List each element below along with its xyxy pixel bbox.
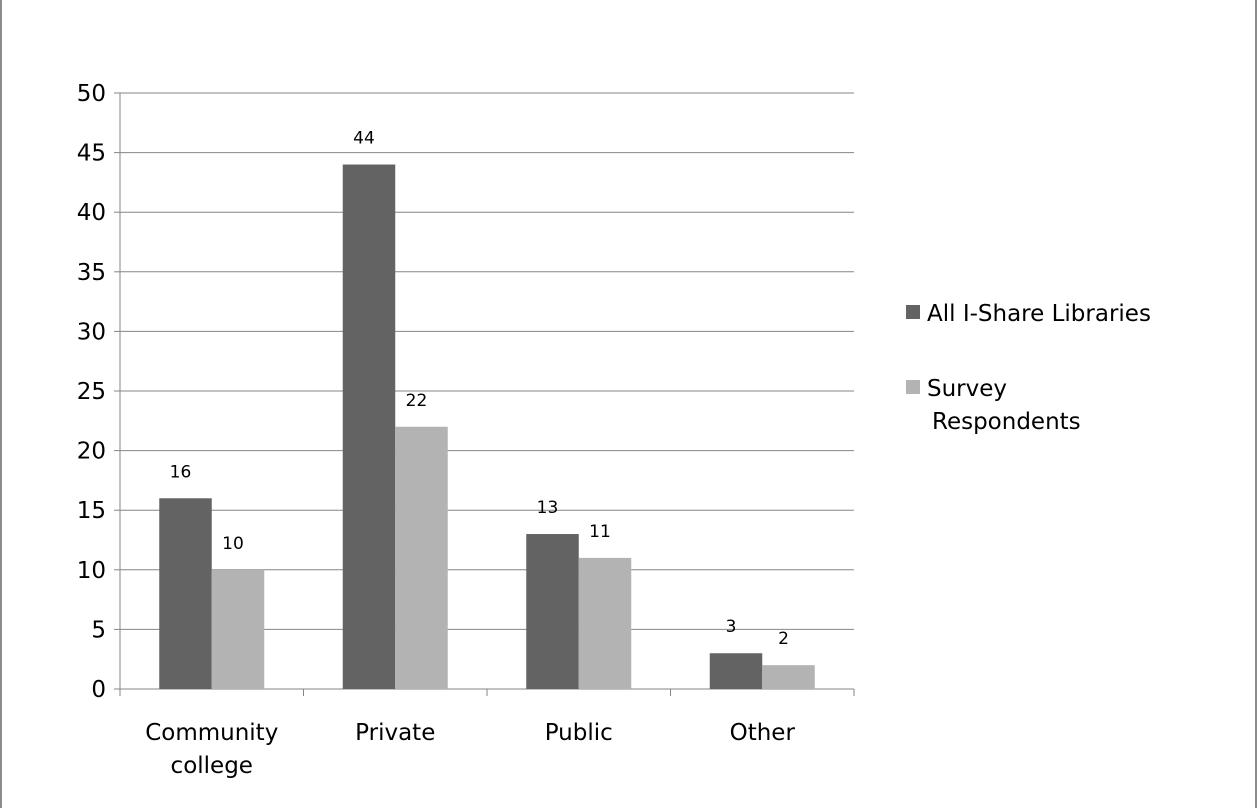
y-tick-label: 45 xyxy=(77,141,106,167)
bar xyxy=(709,653,763,689)
data-label: 2 xyxy=(778,629,789,649)
x-category-label: Private xyxy=(355,720,435,746)
legend-swatch xyxy=(906,305,920,319)
x-category-label: Other xyxy=(730,720,796,746)
y-tick-label: 40 xyxy=(77,200,106,226)
bar xyxy=(342,164,396,689)
data-label: 10 xyxy=(222,534,244,554)
x-category-label: college xyxy=(171,753,253,779)
bar xyxy=(159,498,212,689)
legend-label: Respondents xyxy=(932,409,1081,435)
data-label: 22 xyxy=(406,391,428,411)
y-tick-label: 5 xyxy=(91,617,106,643)
y-tick-label: 25 xyxy=(77,379,106,405)
y-tick-label: 50 xyxy=(77,81,106,107)
y-tick-label: 30 xyxy=(77,319,106,345)
y-tick-label: 10 xyxy=(77,558,106,584)
bar xyxy=(395,426,448,689)
data-label: 44 xyxy=(353,129,375,149)
legend-label: All I-Share Libraries xyxy=(927,301,1151,327)
data-label: 3 xyxy=(726,617,737,637)
x-category-label: Community xyxy=(145,720,278,746)
legend-swatch xyxy=(906,380,920,394)
data-label: 11 xyxy=(589,522,611,542)
y-tick-label: 20 xyxy=(77,439,106,465)
bar xyxy=(211,569,265,689)
x-category-label: Public xyxy=(545,720,613,746)
data-label: 13 xyxy=(537,498,559,518)
y-tick-label: 15 xyxy=(77,498,106,524)
bar xyxy=(578,557,632,689)
y-tick-label: 35 xyxy=(77,260,106,286)
bar xyxy=(526,534,579,689)
y-tick-label: 0 xyxy=(91,677,106,703)
bar xyxy=(762,665,815,689)
data-label: 16 xyxy=(170,462,192,482)
legend-label: Survey xyxy=(927,376,1007,402)
